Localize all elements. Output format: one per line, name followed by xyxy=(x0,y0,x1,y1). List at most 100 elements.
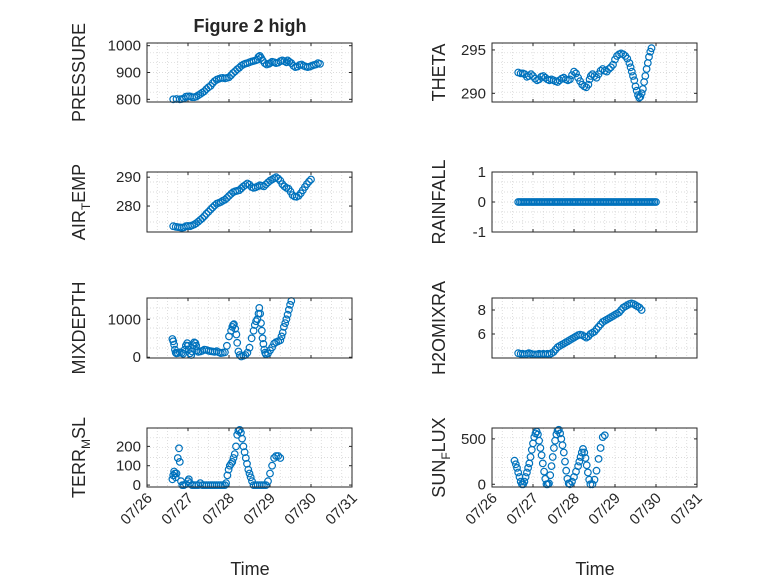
x-axis-label-right: Time xyxy=(575,559,614,579)
data-point xyxy=(316,60,324,68)
data-point xyxy=(552,430,561,439)
data-point xyxy=(236,428,245,437)
data-point xyxy=(206,205,215,214)
data-point xyxy=(568,477,576,486)
data-point xyxy=(173,454,182,462)
data-point xyxy=(575,457,584,466)
data-point xyxy=(546,471,555,480)
data-point xyxy=(609,60,617,69)
data-point xyxy=(598,433,607,442)
data-point xyxy=(264,477,272,486)
data-point xyxy=(260,182,268,191)
data-point xyxy=(258,334,267,343)
data-point xyxy=(249,326,258,335)
data-point xyxy=(536,444,545,452)
data-point xyxy=(572,69,580,78)
y-tick-label: 0 xyxy=(133,349,141,366)
data-point xyxy=(231,324,240,333)
data-point xyxy=(170,340,179,349)
axes-box xyxy=(146,42,353,103)
data-point xyxy=(635,93,644,102)
data-point xyxy=(556,429,564,438)
data-point xyxy=(257,326,266,335)
data-point xyxy=(276,454,285,462)
data-point xyxy=(294,191,303,200)
y-axis-label: AIRTEMP xyxy=(69,164,93,240)
data-point xyxy=(172,469,181,478)
y-axis-label: H2OMIXRA xyxy=(429,281,449,375)
subplot-terr: 07/26 07/27 07/28 07/29 07/30 07/31 0 100 200 TER… xyxy=(69,417,361,528)
data-point xyxy=(210,77,219,85)
subplot-sun: 07/26 07/27 07/28 07/29 07/30 07/31 0 500 SUNFLU… xyxy=(429,417,706,528)
data-point xyxy=(200,212,209,221)
data-point xyxy=(513,464,521,472)
data-point xyxy=(223,471,232,480)
y-tick-label: 200 xyxy=(116,438,141,455)
x-tick-label: 07/26 xyxy=(117,490,156,529)
x-tick-label: 07/28 xyxy=(544,490,583,529)
y-tick-label: 295 xyxy=(461,42,486,59)
data-point xyxy=(274,452,283,460)
data-point xyxy=(257,319,265,328)
data-point xyxy=(605,65,613,73)
data-point xyxy=(554,425,563,434)
data-point xyxy=(543,480,552,489)
data-point xyxy=(245,343,254,352)
data-point xyxy=(559,448,568,457)
data-point xyxy=(527,70,535,79)
y-tick-label: 0 xyxy=(133,477,141,494)
data-point xyxy=(561,457,569,466)
data-point xyxy=(259,340,268,348)
axes-box xyxy=(146,297,353,359)
data-point xyxy=(243,348,252,357)
data-point xyxy=(229,321,238,329)
y-tick-label: 0 xyxy=(478,194,486,211)
y-tick-label: 1000 xyxy=(108,311,141,328)
data-point xyxy=(637,89,646,98)
data-point xyxy=(626,63,635,72)
data-point xyxy=(637,306,646,314)
x-tick-label: 07/29 xyxy=(585,490,624,529)
data-point xyxy=(574,462,582,471)
data-point xyxy=(577,448,586,457)
data-point xyxy=(594,455,603,463)
data-point xyxy=(600,431,609,440)
x-tick-label: 07/29 xyxy=(240,490,279,529)
data-point xyxy=(537,451,546,460)
data-point xyxy=(198,214,207,223)
data-point xyxy=(550,444,558,452)
data-point xyxy=(635,303,644,312)
axes-box xyxy=(491,297,698,359)
y-tick-label: 800 xyxy=(116,91,141,108)
data-point xyxy=(280,323,288,331)
data-point xyxy=(283,310,292,319)
data-point xyxy=(210,201,219,210)
data-point xyxy=(590,475,599,484)
data-point xyxy=(581,454,590,462)
data-point xyxy=(268,461,277,470)
subplot-mixdepth: 0 1000 MIXDEPTH xyxy=(69,281,353,375)
y-tick-label: 6 xyxy=(478,326,486,343)
data-point xyxy=(521,473,530,481)
data-point xyxy=(232,330,241,339)
y-tick-label: 290 xyxy=(461,85,486,102)
y-tick-label: 500 xyxy=(461,431,486,448)
data-point xyxy=(252,317,261,326)
data-point xyxy=(645,53,653,61)
data-point xyxy=(277,332,286,341)
data-point xyxy=(262,481,270,490)
data-point xyxy=(584,80,593,89)
data-point xyxy=(256,309,265,318)
data-point xyxy=(588,480,597,489)
data-point xyxy=(631,82,640,91)
y-axis-label: MIXDEPTH xyxy=(69,281,89,374)
data-point xyxy=(566,75,574,84)
data-point xyxy=(514,468,523,477)
x-tick-label: 07/27 xyxy=(158,490,197,529)
data-point xyxy=(636,92,645,101)
data-point xyxy=(186,349,195,358)
y-tick-label: 900 xyxy=(116,65,141,82)
x-tick-label: 07/27 xyxy=(503,490,542,529)
y-tick-label: 1000 xyxy=(108,38,141,55)
